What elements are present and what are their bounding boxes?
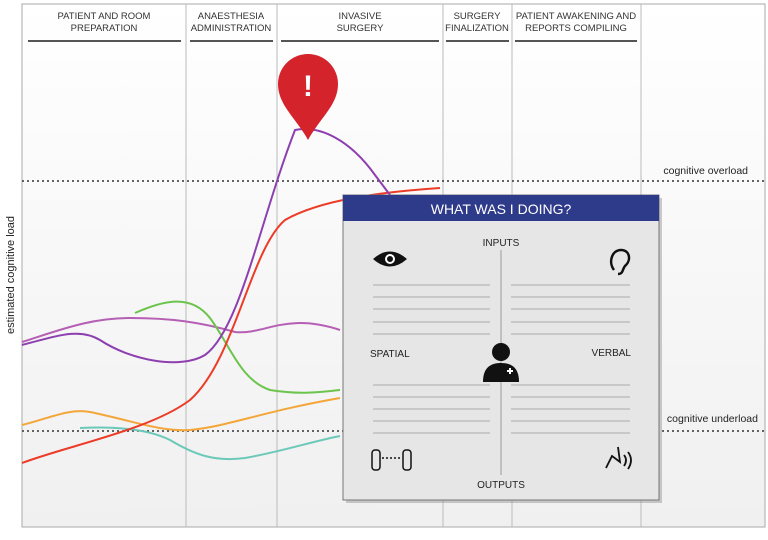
phase-label: ADMINISTRATION bbox=[191, 23, 272, 34]
phase-label: PATIENT AND ROOM bbox=[58, 11, 151, 22]
inputs-label: INPUTS bbox=[483, 238, 520, 249]
overload-label: cognitive overload bbox=[663, 165, 748, 177]
speech-icon bbox=[605, 446, 632, 470]
curve bbox=[21, 128, 401, 364]
alert-icon: ! bbox=[303, 70, 313, 103]
verbal-label: VERBAL bbox=[592, 348, 632, 359]
curve bbox=[134, 300, 341, 394]
phase-label: SURGERY bbox=[337, 23, 384, 34]
phase-label: INVASIVE bbox=[338, 11, 381, 22]
panel: WHAT WAS I DOING? INPUTS OUTPUTS SPATIAL… bbox=[342, 194, 662, 503]
curve bbox=[21, 397, 341, 432]
phase-label: FINALIZATION bbox=[445, 23, 509, 34]
underload-label: cognitive underload bbox=[667, 413, 758, 425]
eye-icon bbox=[373, 251, 407, 267]
phase-label: ANAESTHESIA bbox=[198, 11, 265, 22]
hands-icon bbox=[371, 449, 412, 471]
phase-label: PREPARATION bbox=[71, 23, 138, 34]
spatial-label: SPATIAL bbox=[370, 349, 410, 360]
phase-label: SURGERY bbox=[454, 11, 501, 22]
phase-label: REPORTS COMPILING bbox=[525, 23, 627, 34]
y-axis-label: estimated cognitive load bbox=[5, 216, 17, 334]
curve bbox=[21, 316, 341, 343]
alert-marker: ! bbox=[278, 54, 338, 140]
phase-label: PATIENT AWAKENING AND bbox=[516, 11, 636, 22]
ear-icon bbox=[609, 248, 631, 276]
person-icon bbox=[483, 343, 519, 382]
outputs-label: OUTPUTS bbox=[477, 480, 525, 491]
panel-title: WHAT WAS I DOING? bbox=[431, 201, 572, 217]
